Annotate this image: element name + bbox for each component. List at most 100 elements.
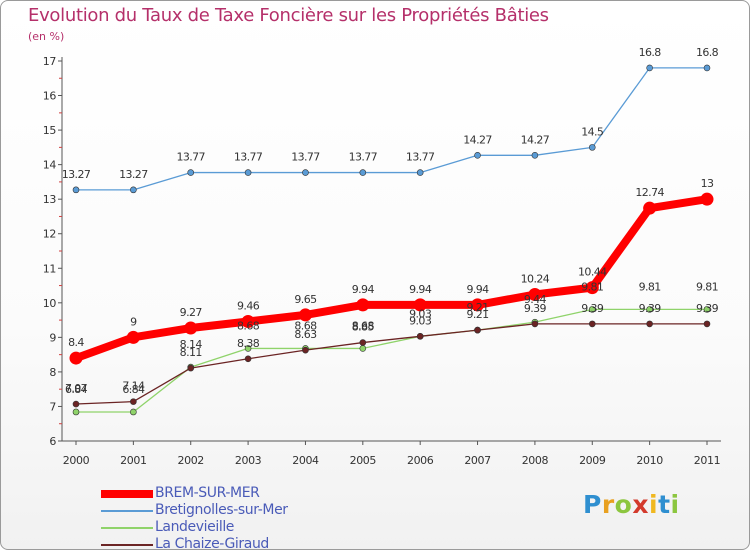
- data-point: [703, 306, 711, 313]
- legend-label: BREM-SUR-MER: [155, 485, 260, 501]
- data-point: [298, 308, 312, 322]
- series-line-la-chaize-giraud: [75, 323, 708, 405]
- data-point: [187, 169, 195, 176]
- data-label: 9.21: [466, 301, 488, 314]
- data-label: 10.24: [521, 273, 550, 286]
- data-label: 8.68: [237, 319, 260, 332]
- y-tick-label: 12: [43, 228, 56, 241]
- data-label: 9.46: [237, 299, 260, 312]
- legend-label: Landevieille: [155, 519, 235, 535]
- legend-item: Landevieille: [101, 519, 361, 536]
- data-label: 9.94: [409, 283, 432, 296]
- x-tick-label: 2002: [178, 454, 204, 467]
- data-point: [187, 364, 195, 372]
- data-label: 13.77: [176, 151, 205, 164]
- data-label: 13.77: [406, 151, 435, 164]
- data-point: [244, 345, 252, 352]
- y-tick-label: 11: [43, 262, 56, 275]
- data-label: 13.27: [62, 168, 91, 181]
- data-label: 9.44: [524, 293, 547, 306]
- x-tick-label: 2009: [579, 454, 606, 467]
- legend-item: Bretignolles-sur-Mer: [101, 502, 361, 519]
- data-point: [531, 152, 539, 159]
- y-axis-unit-label: (en %): [28, 30, 65, 43]
- x-tick-label: 2004: [292, 454, 319, 467]
- data-point: [703, 64, 711, 72]
- data-label: 9.81: [581, 280, 603, 293]
- y-tick-label: 14: [43, 159, 57, 172]
- x-tick-label: 2008: [522, 454, 549, 467]
- logo-letter: r: [601, 490, 615, 519]
- data-point: [646, 64, 653, 72]
- legend-swatch: [101, 527, 153, 529]
- data-label: 13.77: [234, 151, 263, 164]
- data-point: [241, 314, 255, 328]
- data-point: [474, 152, 481, 159]
- data-point: [126, 330, 140, 344]
- data-label: 8.11: [180, 346, 202, 359]
- data-point: [244, 169, 252, 176]
- data-label: 14.27: [463, 133, 492, 146]
- data-point: [359, 169, 367, 176]
- data-point: [359, 345, 367, 352]
- x-tick-label: 2003: [235, 454, 262, 467]
- data-label: 8.68: [294, 319, 317, 332]
- data-point: [646, 306, 653, 313]
- data-label: 9.39: [524, 302, 547, 315]
- data-point: [359, 339, 367, 346]
- data-point: [588, 144, 596, 151]
- data-label: 8.38: [237, 337, 260, 350]
- data-point: [130, 408, 137, 416]
- logo-letter: i: [670, 490, 680, 519]
- y-tick-label: 17: [43, 55, 57, 68]
- legend-swatch: [101, 544, 153, 546]
- data-label: 13.27: [119, 168, 148, 181]
- logo-letter: x: [632, 490, 649, 519]
- series-line-brem-sur-mer: [72, 195, 711, 363]
- data-label: 9.81: [639, 280, 661, 293]
- data-label: 7.07: [65, 382, 88, 395]
- data-label: 9.03: [409, 314, 432, 327]
- data-point: [302, 346, 309, 354]
- data-label: 10.44: [578, 266, 607, 279]
- data-label: 12.74: [635, 186, 664, 199]
- y-tick-label: 10: [43, 297, 57, 310]
- data-label: 9.27: [180, 306, 203, 319]
- x-tick-label: 2007: [464, 454, 491, 467]
- series-line-landevieille: [75, 308, 708, 413]
- legend-item: BREM-SUR-MER: [101, 485, 361, 502]
- data-label: 14.27: [521, 133, 550, 146]
- data-point: [244, 355, 252, 363]
- data-point: [72, 186, 80, 194]
- data-point: [528, 288, 542, 302]
- data-point: [413, 298, 427, 312]
- data-label: 8.63: [294, 328, 317, 341]
- legend-label: La Chaize-Giraud: [155, 536, 269, 550]
- data-point: [356, 298, 370, 312]
- y-tick-label: 7: [49, 400, 56, 413]
- y-tick-label: 6: [49, 435, 56, 448]
- data-label: 9: [130, 315, 137, 328]
- data-point: [72, 408, 80, 416]
- x-tick-label: 2005: [350, 454, 377, 467]
- y-tick-label: 9: [49, 331, 56, 344]
- data-label: 8.14: [180, 338, 203, 351]
- data-label: 9.21: [466, 308, 488, 321]
- y-tick-label: 8: [49, 366, 56, 379]
- data-point: [416, 333, 424, 340]
- data-label: 7.14: [122, 380, 145, 393]
- data-point: [474, 326, 481, 334]
- data-label: 8.68: [352, 319, 375, 332]
- data-label: 9.65: [294, 293, 317, 306]
- data-label: 9.94: [466, 283, 489, 296]
- data-label: 9.39: [639, 302, 662, 315]
- data-point: [646, 320, 653, 328]
- y-tick-label: 13: [43, 193, 57, 206]
- chart-title: Evolution du Taux de Taxe Foncière sur l…: [28, 5, 549, 26]
- logo-letter: P: [583, 490, 602, 519]
- legend-swatch: [101, 510, 153, 512]
- logo-text: Proxiti: [583, 490, 680, 519]
- proxiti-logo: Proxiti: [583, 490, 680, 519]
- x-tick-label: 2006: [407, 454, 434, 467]
